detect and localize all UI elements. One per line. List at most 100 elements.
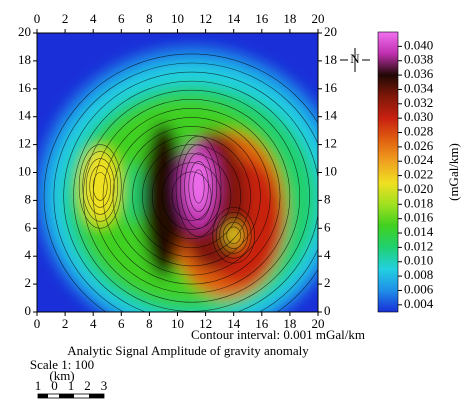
y-tick-label: 8 [25,191,32,206]
contour-line [92,98,291,294]
contour-line [53,62,318,312]
y-tick-label-right: 16 [324,80,338,95]
contour-line [219,216,249,254]
x-tick-label-top: 0 [34,11,41,26]
field-blob [187,155,210,212]
contour-line [43,53,318,312]
contour-field [37,33,318,312]
scale-label: 2 [84,378,91,393]
contour-line [132,135,251,258]
colorbar-tick-label: 0.018 [404,195,433,210]
contour-line [73,80,310,312]
contour-line [78,144,122,229]
y-tick-label: 20 [18,24,31,39]
contour-line [222,221,245,249]
colorbar-label: (mGal/km) [446,143,461,201]
scale-label: 3 [101,378,108,393]
x-tick-label: 2 [62,316,69,331]
colorbar-tick-label: 0.026 [404,138,434,153]
y-tick-label: 0 [25,303,32,318]
y-tick-label-right: 18 [324,52,337,67]
colorbar-tick-label: 0.028 [404,123,433,138]
contour-line [180,144,218,229]
y-tick-label: 16 [18,80,32,95]
contour-lines [43,53,318,312]
x-tick-label-top: 16 [255,11,269,26]
colorbar-tick-label: 0.024 [404,152,434,167]
y-tick-label: 6 [25,219,32,234]
colorbar-tick-label: 0.032 [404,95,433,110]
colorbar-tick-label: 0.008 [404,267,433,282]
x-tick-label: 20 [312,316,325,331]
y-tick-label: 12 [18,136,31,151]
x-tick-label: 0 [34,316,41,331]
scale-bar [37,393,105,399]
y-tick-label-right: 6 [324,219,331,234]
scale-label: 1 [35,378,42,393]
y-tick-label: 18 [18,52,31,67]
contour-line [192,169,205,204]
colorbar-tick-label: 0.014 [404,224,434,239]
colorbar-tick-label: 0.010 [404,253,433,268]
y-tick-label: 10 [18,163,31,178]
colorbar-tick-label: 0.038 [404,52,433,67]
x-tick-label-top: 14 [227,11,241,26]
contour-line [226,226,242,244]
x-tick-label-top: 4 [90,11,97,26]
y-tick-label-right: 8 [324,191,331,206]
x-tick-label-top: 8 [146,11,153,26]
x-tick-label: 10 [171,316,184,331]
x-tick-label-top: 20 [312,11,325,26]
contour-line [85,158,115,215]
x-tick-label-top: 2 [62,11,69,26]
y-tick-label-right: 0 [324,303,331,318]
contour-line [161,162,222,230]
field-blob [226,224,241,247]
x-tick-label: 14 [227,316,241,331]
x-tick-label: 8 [146,316,153,331]
contour-line [92,172,108,201]
y-tick-label-right: 2 [324,275,331,290]
contour-line [151,153,232,240]
x-tick-label: 4 [90,316,97,331]
contour-line [215,211,252,259]
scale-label: 0 [51,378,58,393]
colorbar-tick-label: 0.016 [404,210,434,225]
colorbar-tick-label: 0.022 [404,167,433,182]
field-blob [142,123,185,278]
y-tick-label-right: 14 [324,108,338,123]
x-tick-label: 12 [199,316,212,331]
x-tick-label: 16 [255,316,269,331]
x-tick-label-top: 18 [283,11,296,26]
scale-text: Scale 1: 100 [30,357,94,372]
colorbar-tick-label: 0.004 [404,296,434,311]
y-tick-label-right: 20 [324,24,337,39]
colorbar-tick-label: 0.034 [404,80,434,95]
x-tick-label-top: 10 [171,11,184,26]
x-tick-label-top: 6 [118,11,125,26]
y-tick-label: 4 [25,247,32,262]
contour-line [142,144,242,249]
contour-line [112,117,271,276]
colorbar-tick-label: 0.040 [404,37,433,52]
y-tick-label-right: 12 [324,136,337,151]
scale-label: 1 [68,378,75,393]
contour-line [184,152,213,221]
contour-line [102,108,281,285]
colorbar-tick-label: 0.012 [404,238,433,253]
colorbar-tick-label: 0.036 [404,66,434,81]
contour-line [171,171,212,221]
y-tick-label-right: 10 [324,163,337,178]
x-tick-label-top: 12 [199,11,212,26]
contour-line [122,126,261,267]
contour-line [175,135,222,237]
contour-line [63,71,318,312]
colorbar-tick-label: 0.020 [404,181,433,196]
contour-line [89,165,112,208]
colorbar-tick-label: 0.006 [404,281,434,296]
contour-line [188,161,209,212]
y-tick-label: 14 [18,108,32,123]
annotation: Contour interval: 0.001 mGal/km [191,327,365,342]
colorbar [377,31,399,313]
